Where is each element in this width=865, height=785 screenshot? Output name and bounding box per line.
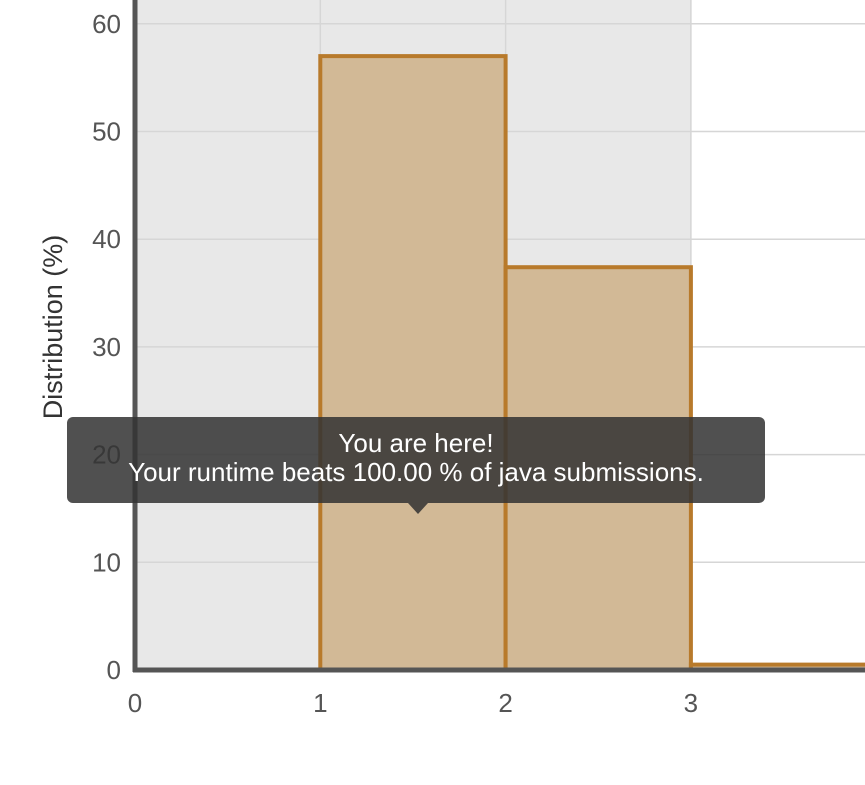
y-tick-label: 10 bbox=[92, 547, 121, 577]
y-tick-label: 0 bbox=[107, 655, 121, 685]
tooltip-caret bbox=[408, 503, 428, 514]
x-tick-label: 2 bbox=[498, 688, 512, 718]
x-tick-label: 0 bbox=[128, 688, 142, 718]
tooltip-title: You are here! bbox=[338, 428, 494, 458]
x-tick-label: 3 bbox=[684, 688, 698, 718]
y-axis-title: Distribution (%) bbox=[38, 235, 68, 420]
bar-1-2 bbox=[318, 54, 508, 673]
y-tick-label: 60 bbox=[92, 9, 121, 39]
position-tooltip: You are here! Your runtime beats 100.00 … bbox=[67, 417, 765, 503]
x-tick-label: 1 bbox=[313, 688, 327, 718]
tooltip-message: Your runtime beats 100.00 % of java subm… bbox=[128, 457, 704, 487]
y-tick-label: 40 bbox=[92, 224, 121, 254]
bars bbox=[318, 54, 865, 673]
y-tick-label: 30 bbox=[92, 332, 121, 362]
y-tick-label: 50 bbox=[92, 117, 121, 147]
axes bbox=[132, 0, 865, 673]
